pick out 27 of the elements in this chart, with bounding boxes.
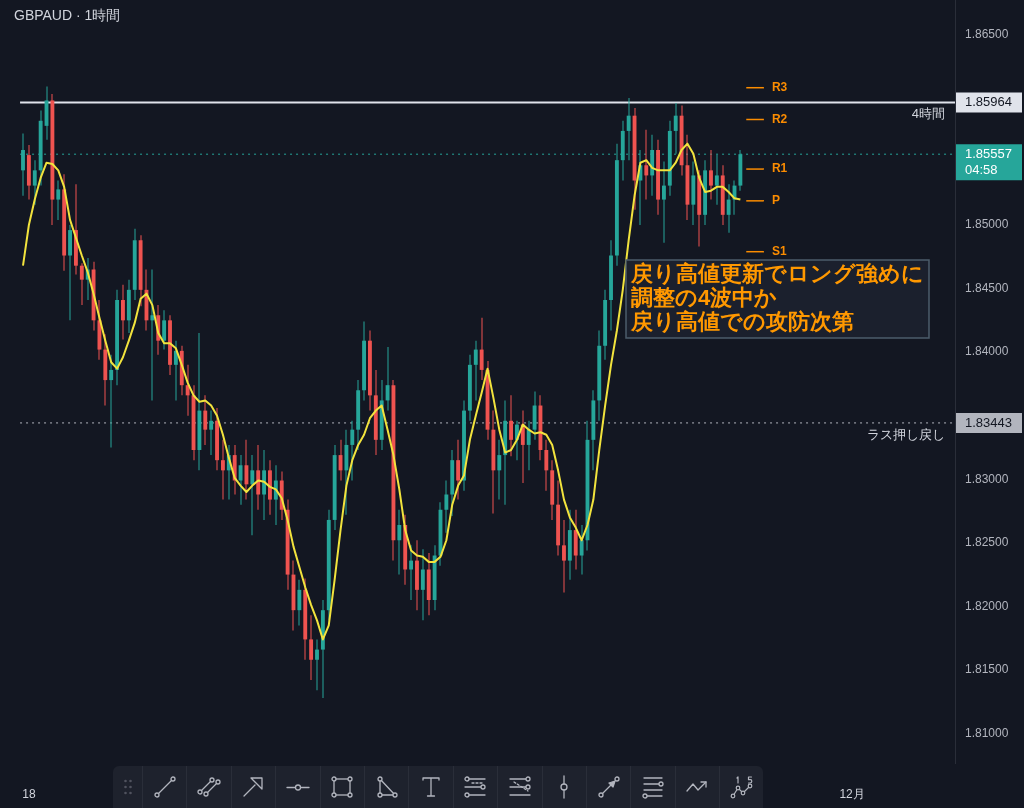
annotation: 戻り高値での攻防次第 <box>630 309 854 335</box>
series-label: R2 <box>771 111 788 126</box>
y-tick-label: 1.81500 <box>965 662 1009 677</box>
ref-line-label: ラス押し戻し <box>867 426 945 442</box>
annotation: 戻り高値更新でロング強めに <box>630 261 924 287</box>
y-tick-label: 1.83000 <box>965 471 1009 486</box>
text: GBPAUD · 1時間 <box>14 6 121 23</box>
y-tick-label: 1.82500 <box>965 535 1009 550</box>
y-tick-label: 1.83443 <box>965 414 1012 430</box>
ref-line-label: 4時間 <box>911 106 945 122</box>
y-tick-label: 1.86500 <box>965 26 1009 41</box>
series-label: S1 <box>771 244 787 259</box>
y-tick-label: 1.85557 <box>965 145 1012 161</box>
x-tick-label: 18 <box>22 786 36 801</box>
series-label: P <box>771 193 780 208</box>
y-tick-label: 1.82000 <box>965 598 1009 613</box>
series-label: R3 <box>771 80 788 95</box>
y-tick-label: 1.85964 <box>965 94 1012 110</box>
y-tick-label: 1.85000 <box>965 217 1009 232</box>
y-tick-label: 1.81000 <box>965 725 1009 740</box>
annotation: 調整の4波中か <box>631 285 778 311</box>
x-tick-label: 12月 <box>839 786 865 801</box>
candlestick <box>150 269 155 401</box>
y-tick-label: 1.84500 <box>965 280 1009 295</box>
series-label: R1 <box>771 161 788 176</box>
y-tick-label: 1.84000 <box>965 344 1009 359</box>
text: 04:58 <box>965 161 998 177</box>
